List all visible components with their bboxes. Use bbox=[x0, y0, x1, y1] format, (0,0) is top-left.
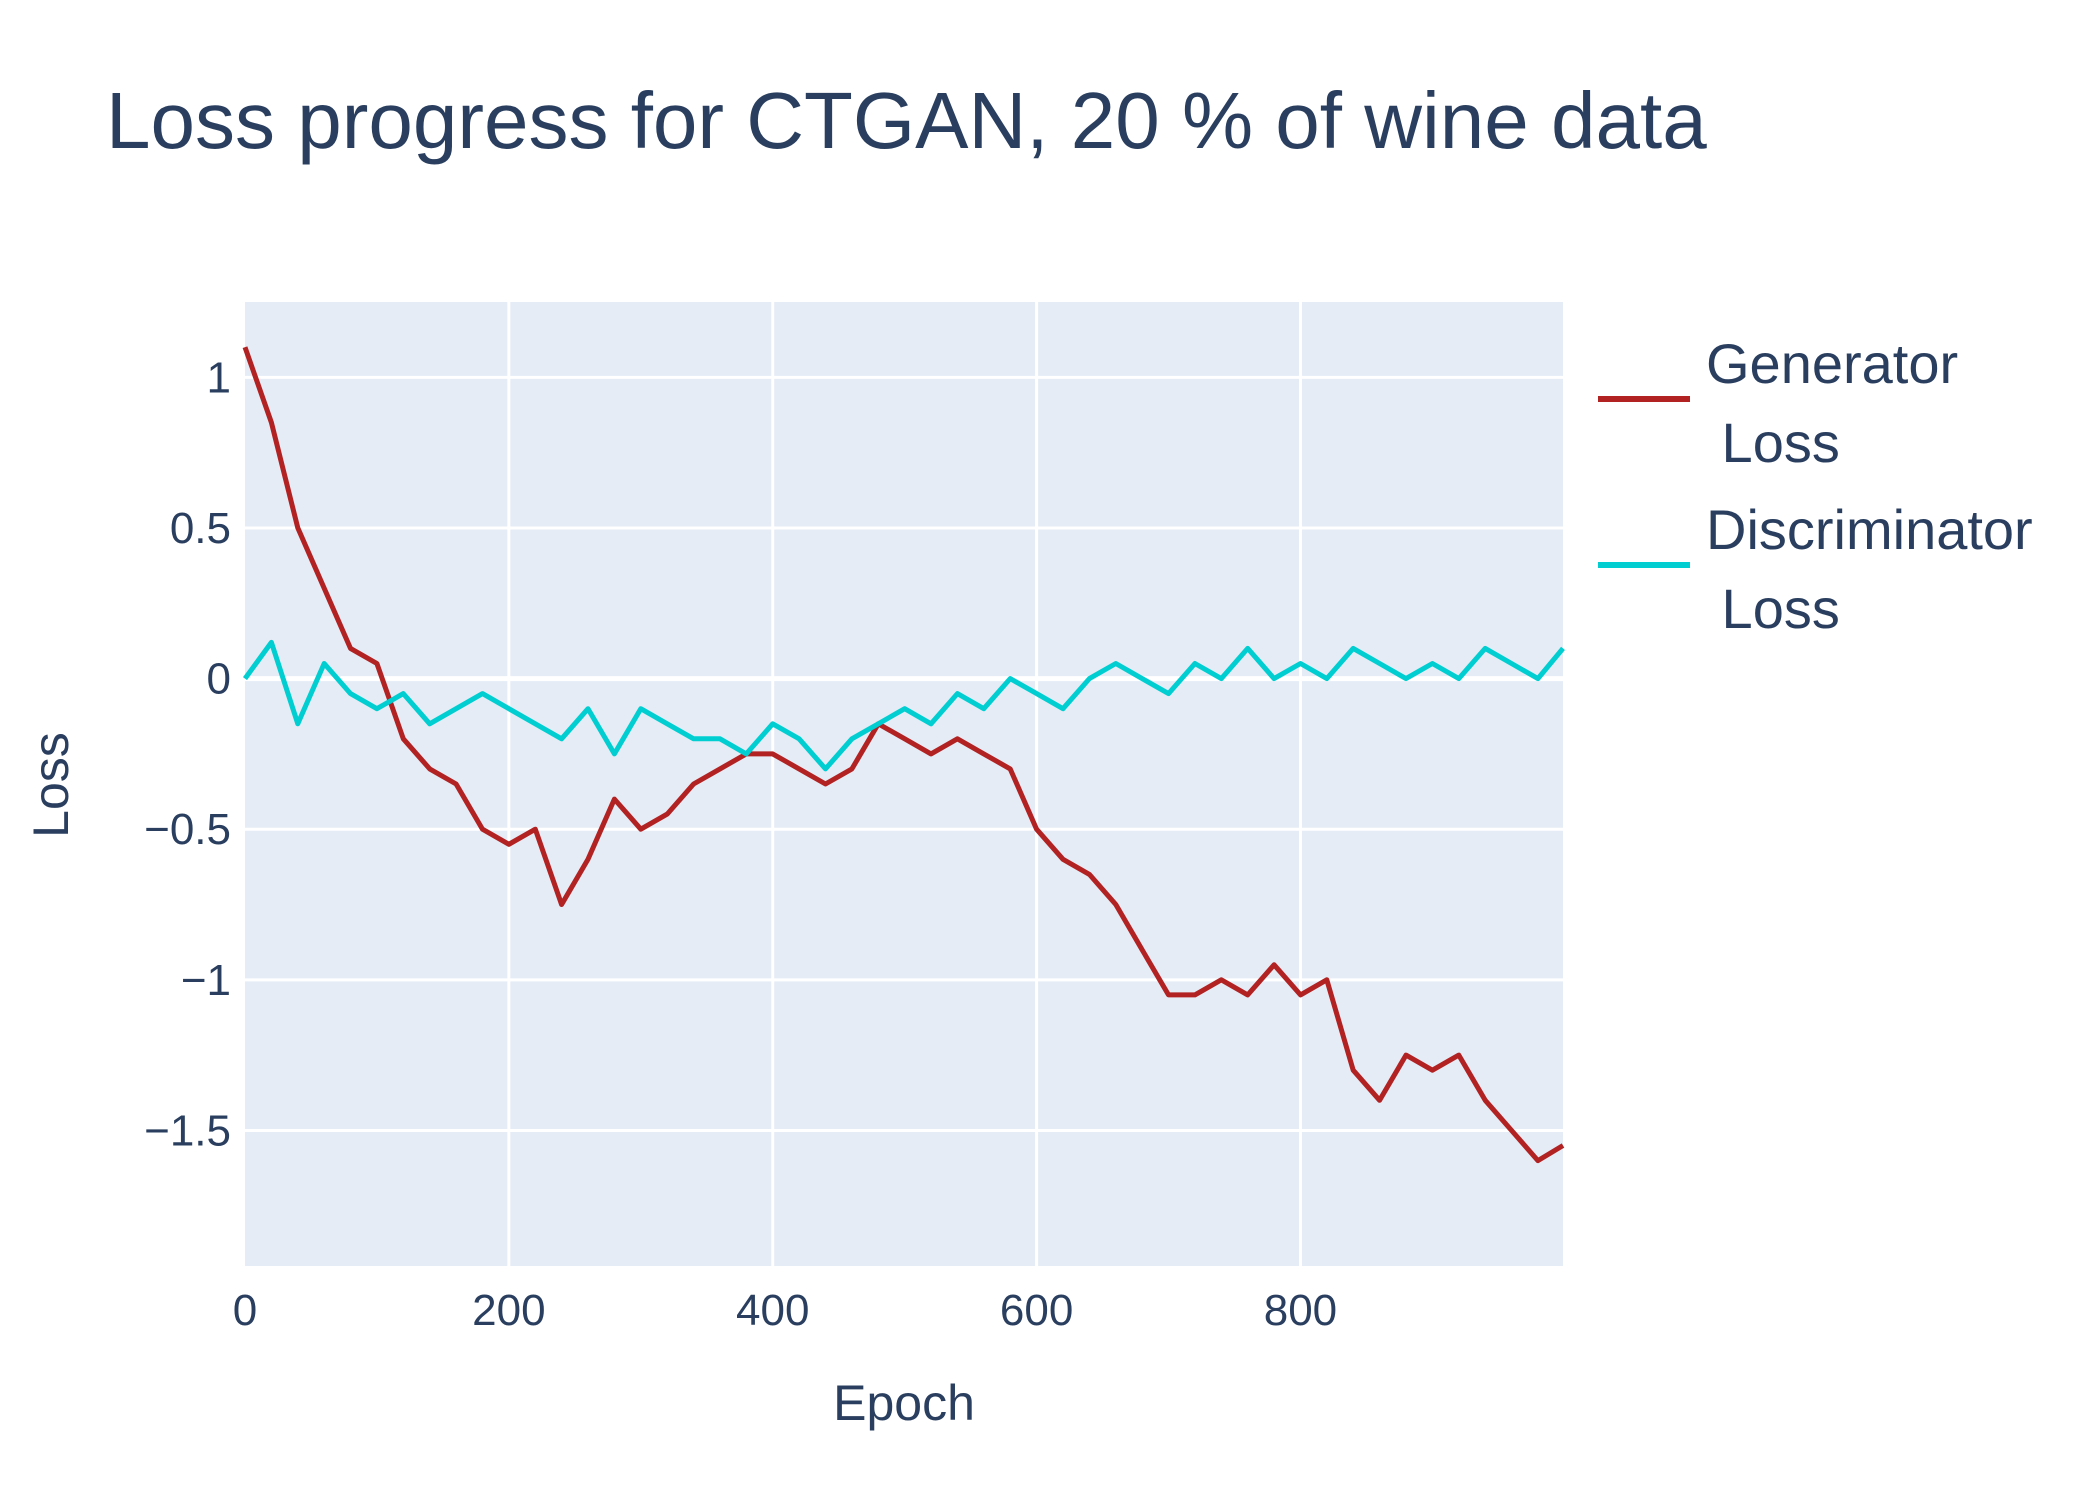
x-axis-title: Epoch bbox=[833, 1375, 975, 1431]
y-tick-label: 1 bbox=[207, 353, 231, 402]
plot-area bbox=[245, 302, 1563, 1266]
x-tick-label: 800 bbox=[1264, 1286, 1337, 1335]
legend-item-discriminator[interactable]: Discriminator Loss bbox=[1598, 498, 2033, 640]
y-tick-label: −0.5 bbox=[144, 805, 231, 854]
legend-label-discriminator-line2: Loss bbox=[1706, 577, 1840, 640]
y-tick-label: 0 bbox=[207, 655, 231, 704]
x-gridlines bbox=[507, 302, 1302, 1266]
legend-label-discriminator-line1: Discriminator bbox=[1706, 498, 2033, 561]
x-tick-label: 600 bbox=[1000, 1286, 1073, 1335]
series-lines bbox=[242, 346, 1565, 1164]
legend-label-generator-line2: Loss bbox=[1706, 411, 1840, 474]
series-line-generator bbox=[242, 346, 1565, 1164]
series-line-discriminator bbox=[242, 639, 1565, 772]
y-tick-label: 0.5 bbox=[170, 504, 231, 553]
x-tick-label: 200 bbox=[472, 1286, 545, 1335]
legend-item-generator[interactable]: Generator Loss bbox=[1598, 332, 1958, 474]
x-tick-labels: 0 200 400 600 800 bbox=[233, 1286, 1337, 1335]
y-tick-label: −1 bbox=[181, 956, 231, 1005]
y-tick-label: −1.5 bbox=[144, 1106, 231, 1155]
y-gridlines bbox=[245, 375, 1563, 1132]
legend: Generator Loss Discriminator Loss bbox=[1598, 332, 2033, 640]
x-tick-label: 0 bbox=[233, 1286, 257, 1335]
y-axis-title: Loss bbox=[23, 732, 79, 838]
y-tick-labels: 1 0.5 0 −0.5 −1 −1.5 bbox=[144, 353, 231, 1155]
chart-title: Loss progress for CTGAN, 20 % of wine da… bbox=[106, 76, 1707, 165]
legend-label-generator-line1: Generator bbox=[1706, 332, 1958, 395]
x-tick-label: 400 bbox=[736, 1286, 809, 1335]
